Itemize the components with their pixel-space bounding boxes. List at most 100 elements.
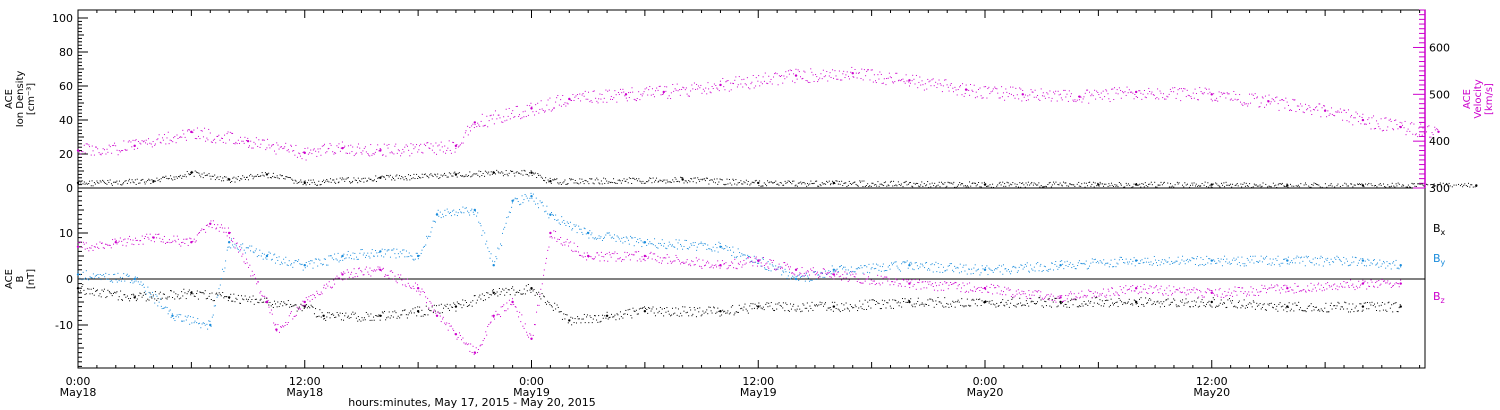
trace-dot (315, 316, 317, 318)
trace-dot (444, 145, 446, 147)
trace-dot (819, 184, 821, 186)
trace-dot (386, 144, 388, 146)
trace-dot (107, 289, 109, 291)
trace-dot (987, 185, 989, 187)
trace-dot (690, 243, 692, 245)
trace-dot (845, 74, 847, 76)
trace-dot (1117, 263, 1119, 265)
trace-dot (128, 275, 130, 277)
trace-dot (575, 95, 577, 97)
trace-dot (922, 265, 924, 267)
data-point (133, 296, 136, 299)
trace-dot (457, 212, 459, 214)
trace-dot (648, 243, 650, 245)
trace-dot (267, 254, 269, 256)
trace-dot (911, 185, 913, 187)
trace-dot (303, 307, 305, 309)
trace-dot (894, 261, 896, 263)
trace-dot (440, 174, 442, 176)
trace-dot (985, 301, 987, 303)
trace-dot (270, 305, 272, 307)
trace-dot (1131, 91, 1133, 93)
trace-dot (965, 84, 967, 86)
trace-dot (917, 87, 919, 89)
trace-dot (373, 255, 375, 257)
trace-dot (898, 269, 900, 271)
trace-dot (445, 152, 447, 154)
trace-dot (788, 310, 790, 312)
trace-dot (1025, 100, 1027, 102)
trace-dot (836, 180, 838, 182)
trace-dot (596, 177, 598, 179)
trace-dot (1048, 268, 1050, 270)
trace-dot (501, 171, 503, 173)
trace-dot (1062, 263, 1064, 265)
trace-dot (633, 98, 635, 100)
trace-dot (99, 293, 101, 295)
trace-dot (323, 143, 325, 145)
trace-dot (675, 239, 677, 241)
trace-dot (377, 144, 379, 146)
trace-dot (381, 248, 383, 250)
trace-dot (902, 78, 904, 80)
trace-dot (324, 258, 326, 260)
trace-dot (204, 127, 206, 129)
trace-dot (101, 152, 103, 154)
trace-dot (743, 181, 745, 183)
trace-dot (640, 181, 642, 183)
trace-dot (170, 140, 172, 142)
trace-dot (793, 180, 795, 182)
trace-dot (444, 304, 446, 306)
trace-dot (1024, 304, 1026, 306)
trace-dot (887, 184, 889, 186)
trace-dot (851, 306, 853, 308)
trace-dot (119, 276, 121, 278)
trace-dot (209, 293, 211, 295)
trace-dot (1272, 306, 1274, 308)
trace-dot (337, 182, 339, 184)
trace-dot (396, 248, 398, 250)
trace-dot (1470, 184, 1472, 186)
trace-dot (913, 78, 915, 80)
trace-dot (824, 270, 826, 272)
trace-dot (605, 89, 607, 91)
trace-dot (193, 295, 195, 297)
trace-dot (738, 304, 740, 306)
trace-dot (1200, 301, 1202, 303)
trace-dot (1378, 184, 1380, 186)
trace-dot (1030, 264, 1032, 266)
trace-dot (1176, 260, 1178, 262)
trace-dot (955, 89, 957, 91)
trace-dot (839, 79, 841, 81)
trace-dot (728, 179, 730, 181)
trace-dot (723, 311, 725, 313)
trace-dot (745, 258, 747, 260)
trace-dot (206, 174, 208, 176)
trace-dot (1112, 266, 1114, 268)
trace-dot (333, 179, 335, 181)
trace-dot (1141, 303, 1143, 305)
trace-dot (922, 303, 924, 305)
trace-dot (233, 246, 235, 248)
trace-dot (416, 144, 418, 146)
trace-dot (416, 252, 418, 254)
trace-dot (511, 171, 513, 173)
trace-dot (670, 98, 672, 100)
trace-dot (904, 82, 906, 84)
trace-dot (1127, 301, 1129, 303)
trace-dot (325, 180, 327, 182)
trace-dot (298, 306, 300, 308)
trace-dot (423, 314, 425, 316)
trace-dot (1128, 298, 1130, 300)
trace-dot (598, 235, 600, 237)
trace-dot (1096, 297, 1098, 299)
trace-dot (1306, 307, 1308, 309)
trace-dot (463, 304, 465, 306)
trace-dot (536, 177, 538, 179)
trace-dot (582, 93, 584, 95)
trace-dot (837, 78, 839, 80)
trace-dot (178, 313, 180, 315)
trace-dot (535, 197, 537, 199)
trace-dot (905, 180, 907, 182)
